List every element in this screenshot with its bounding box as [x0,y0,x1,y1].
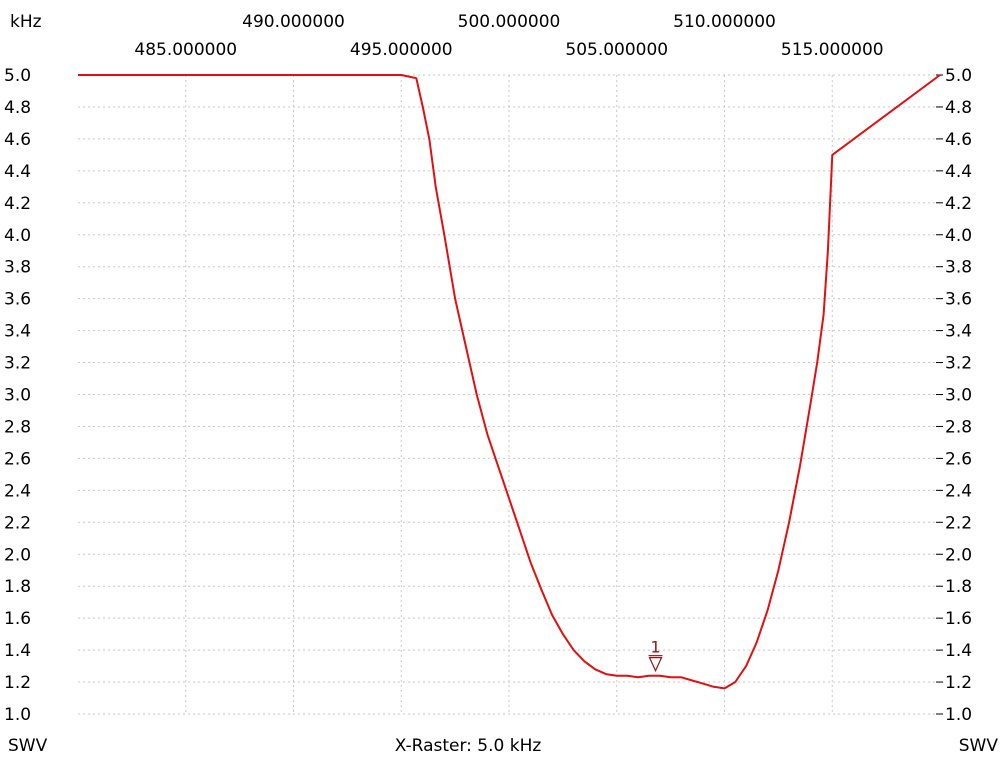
y-tick-label-right: 3.8 [945,258,972,278]
y-tick-label-right: 2.8 [945,417,972,437]
y-tick-label-right: 1.0 [945,705,972,725]
y-tick-label-left: 4.6 [4,130,31,150]
x-tick-label-lower: 495.000000 [350,40,453,60]
y-tick-label-right: 3.2 [945,354,972,374]
y-tick-label-left: 1.0 [4,705,31,725]
x-tick-label-lower: 505.000000 [565,40,668,60]
y-tick-label-right: 4.4 [945,162,972,182]
y-tick-label-right: 3.0 [945,386,972,406]
y-tick-label-right: 1.2 [945,673,972,693]
traces [78,74,941,690]
y-tick-label-left: 2.2 [4,513,31,533]
y-tick-label-right: 5.0 [945,66,972,86]
y-tick-label-left: 2.0 [4,545,31,565]
x-tick-label-upper: 500.000000 [458,12,561,32]
y-tick-label-right: 1.8 [945,577,972,597]
y-tick-label-left: 3.0 [4,386,31,406]
y-tick-label-left: 2.4 [4,481,31,501]
x-tick-label-lower: 515.000000 [781,40,884,60]
y-tick-label-right: 4.8 [945,98,972,118]
x-tick-label-lower: 485.000000 [134,40,237,60]
footer-center: X-Raster: 5.0 kHz [395,736,542,756]
y-tick-label-right: 2.6 [945,449,972,469]
y-tick-label-left: 1.2 [4,673,31,693]
y-tick-label-left: 1.6 [4,609,31,629]
y-tick-label-left: 3.8 [4,258,31,278]
y-tick-label-left: 3.6 [4,290,31,310]
marker-triangle [648,657,663,673]
y-tick-label-left: 2.6 [4,449,31,469]
y-tick-label-right: 1.6 [945,609,972,629]
y-tick-label-left: 4.4 [4,162,31,182]
y-tick-label-left: 1.8 [4,577,31,597]
y-tick-label-right: 4.6 [945,130,972,150]
footer-left: SWV [8,736,48,756]
y-tick-label-left: 4.8 [4,98,31,118]
y-tick-label-left: 4.0 [4,226,31,246]
footer-right: SWV [959,736,999,756]
y-tick-label-left: 5.0 [4,66,31,86]
y-tick-label-left: 4.2 [4,194,31,214]
y-tick-label-right: 2.0 [945,545,972,565]
y-tick-label-right: 1.4 [945,641,972,661]
y-tick-label-right: 4.0 [945,226,972,246]
y-tick-label-right: 2.4 [945,481,972,501]
y-tick-label-left: 1.4 [4,641,31,661]
marker-label: 1 [650,638,660,657]
axes: 5.0 5.0 4.8 4.8 4.6 4.6 4.4 4.4 4.2 4.2 4.0 4.0 3.8 3… [4,12,972,725]
y-tick-label-right: 3.6 [945,290,972,310]
y-tick-label-left: 3.4 [4,322,31,342]
markers: 1 [648,638,663,673]
x-tick-label-upper: 490.000000 [242,12,345,32]
y-tick-label-right: 2.2 [945,513,972,533]
swr-trace [78,74,941,690]
y-tick-label-left: 2.8 [4,417,31,437]
x-tick-label-upper: 510.000000 [673,12,776,32]
y-tick-label-left: 3.2 [4,354,31,374]
grid [78,74,940,715]
x-unit-label: kHz [10,12,42,32]
y-tick-label-right: 3.4 [945,322,972,342]
y-tick-label-right: 4.2 [945,194,972,214]
